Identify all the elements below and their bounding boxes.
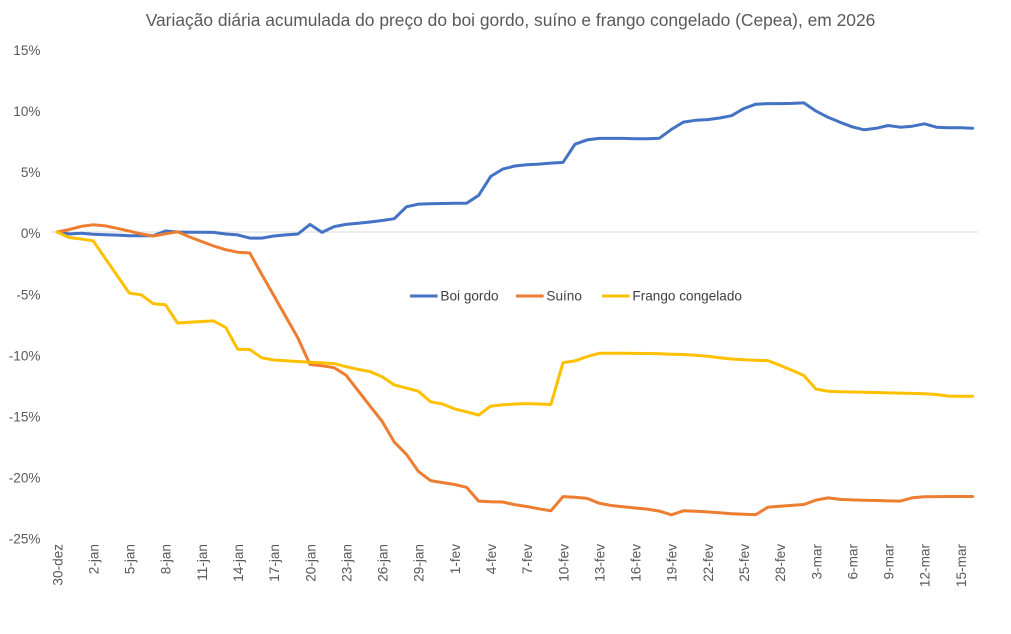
svg-text:13-fev: 13-fev xyxy=(592,544,607,582)
svg-text:19-fev: 19-fev xyxy=(665,544,680,582)
svg-text:7-fev: 7-fev xyxy=(520,544,535,574)
svg-text:14-jan: 14-jan xyxy=(231,544,246,582)
svg-text:Variação diária acumulada do p: Variação diária acumulada do preço do bo… xyxy=(146,10,876,30)
svg-text:26-jan: 26-jan xyxy=(376,544,391,582)
svg-text:4-fev: 4-fev xyxy=(484,544,499,574)
svg-text:25-fev: 25-fev xyxy=(737,544,752,582)
svg-text:0%: 0% xyxy=(21,226,41,241)
svg-text:10-fev: 10-fev xyxy=(556,544,571,582)
svg-text:Frango congelado: Frango congelado xyxy=(632,289,742,304)
svg-text:3-mar: 3-mar xyxy=(809,544,824,580)
svg-text:10%: 10% xyxy=(13,104,40,119)
svg-text:28-fev: 28-fev xyxy=(773,544,788,582)
svg-text:1-fev: 1-fev xyxy=(448,544,463,574)
svg-text:12-mar: 12-mar xyxy=(918,544,933,588)
svg-text:5-jan: 5-jan xyxy=(123,544,138,574)
svg-text:2-jan: 2-jan xyxy=(86,544,101,574)
svg-text:Suíno: Suíno xyxy=(546,289,582,304)
svg-text:29-jan: 29-jan xyxy=(412,544,427,582)
svg-text:23-jan: 23-jan xyxy=(339,544,354,582)
svg-text:20-jan: 20-jan xyxy=(303,544,318,582)
svg-text:-5%: -5% xyxy=(16,287,40,302)
svg-text:17-jan: 17-jan xyxy=(267,544,282,582)
svg-text:8-jan: 8-jan xyxy=(159,544,174,574)
svg-text:15-mar: 15-mar xyxy=(954,544,969,588)
svg-text:-20%: -20% xyxy=(9,471,41,486)
svg-text:9-mar: 9-mar xyxy=(882,544,897,580)
svg-text:5%: 5% xyxy=(21,165,41,180)
svg-text:-10%: -10% xyxy=(9,348,41,363)
svg-text:15%: 15% xyxy=(13,43,40,58)
svg-text:-25%: -25% xyxy=(9,532,41,547)
svg-text:-15%: -15% xyxy=(9,409,41,424)
svg-text:6-mar: 6-mar xyxy=(845,544,860,580)
svg-text:30-dez: 30-dez xyxy=(50,544,65,586)
svg-text:Boi gordo: Boi gordo xyxy=(440,289,498,304)
svg-text:16-fev: 16-fev xyxy=(629,544,644,582)
svg-text:11-jan: 11-jan xyxy=(195,544,210,581)
svg-text:22-fev: 22-fev xyxy=(701,544,716,582)
